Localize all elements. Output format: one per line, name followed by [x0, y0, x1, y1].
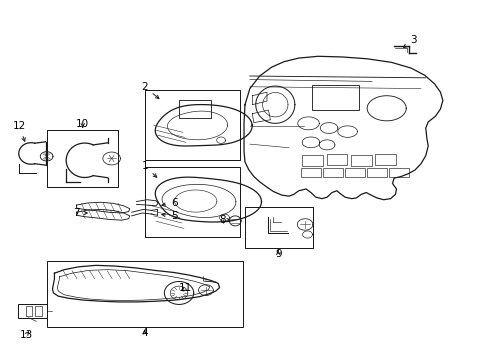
Text: 10: 10 [76, 120, 89, 129]
Bar [25, 306, 32, 316]
Text: 1: 1 [142, 161, 157, 177]
Text: 2: 2 [142, 82, 159, 99]
Bar [345, 168, 365, 177]
Text: 11: 11 [179, 283, 192, 293]
Bar [351, 155, 371, 166]
Text: 5: 5 [162, 211, 177, 221]
Bar [312, 85, 359, 110]
Bar [375, 154, 396, 165]
Text: 7: 7 [73, 208, 87, 218]
Bar [245, 207, 314, 248]
Bar [327, 154, 347, 165]
Text: 13: 13 [20, 330, 33, 340]
Bar [145, 90, 240, 160]
Text: 3: 3 [403, 35, 417, 48]
Bar [145, 167, 240, 237]
Bar [179, 100, 211, 118]
Bar [367, 168, 387, 177]
Text: 9: 9 [275, 248, 282, 258]
Bar [35, 306, 42, 316]
Bar [47, 261, 243, 327]
Bar [323, 168, 343, 177]
Bar [389, 168, 409, 177]
Bar [302, 155, 323, 166]
Text: 4: 4 [142, 328, 148, 338]
Text: 6: 6 [162, 198, 177, 208]
Bar [301, 168, 321, 177]
Bar [18, 304, 47, 318]
Bar [47, 130, 118, 187]
Text: 8: 8 [220, 215, 230, 225]
Text: 12: 12 [13, 121, 26, 141]
